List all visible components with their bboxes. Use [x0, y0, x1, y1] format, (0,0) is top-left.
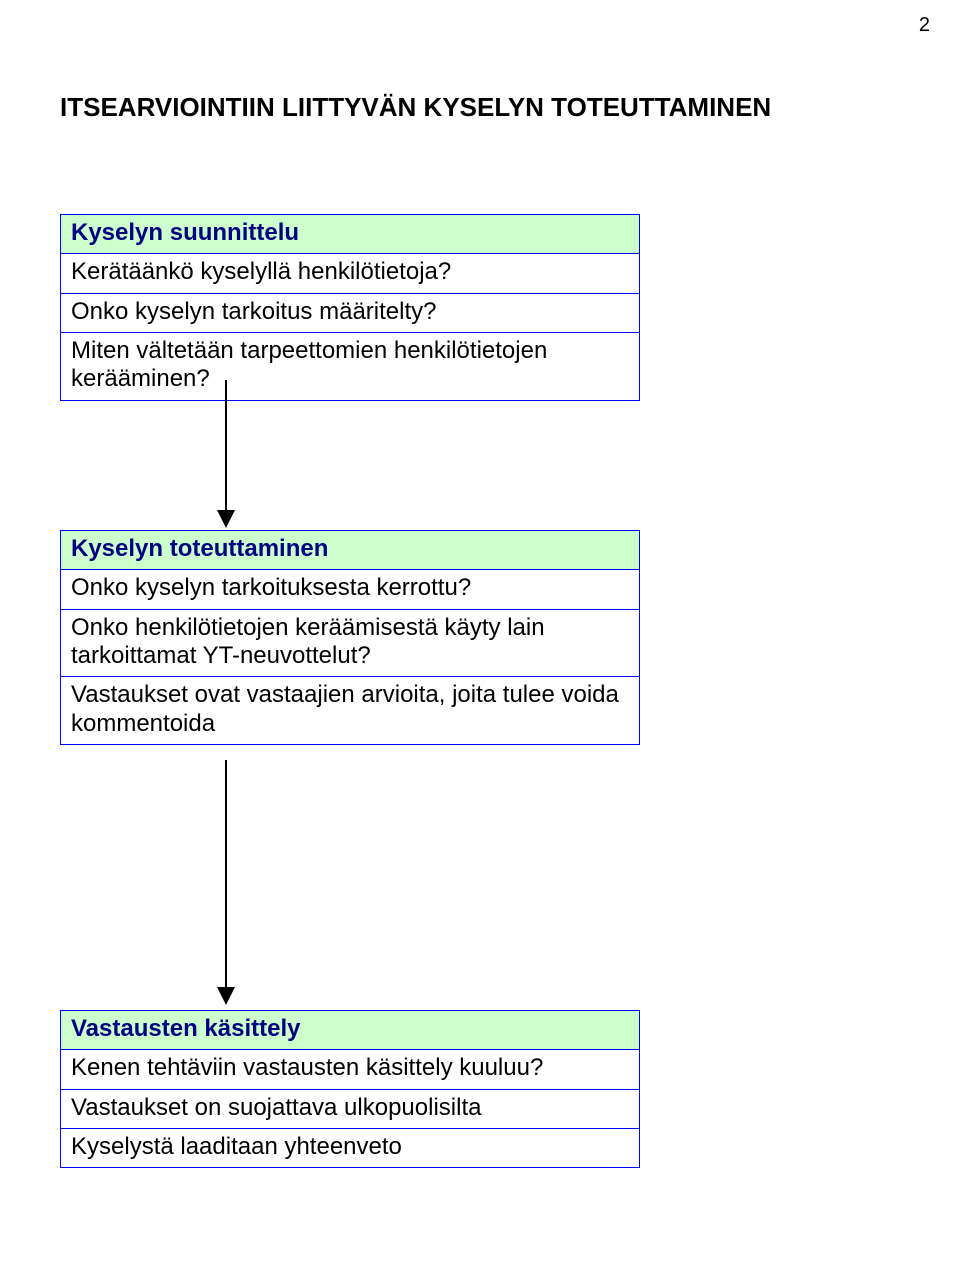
flow-box-row: Miten vältetään tarpeettomien henkilötie… — [61, 332, 639, 400]
flow-box-row: Onko kyselyn tarkoituksesta kerrottu? — [61, 569, 639, 608]
flow-box-row: Vastaukset on suojattava ulkopuolisilta — [61, 1089, 639, 1128]
page: 2 ITSEARVIOINTIIN LIITTYVÄN KYSELYN TOTE… — [0, 0, 960, 1265]
flow-box-header: Kyselyn suunnittelu — [61, 215, 639, 253]
flow-box-row: Kyselystä laaditaan yhteenveto — [61, 1128, 639, 1167]
flow-box-implementation: Kyselyn toteuttaminen Onko kyselyn tarko… — [60, 530, 640, 745]
flow-box-header: Kyselyn toteuttaminen — [61, 531, 639, 569]
arrow-down-icon — [225, 380, 227, 526]
flow-box-row: Onko henkilötietojen keräämisestä käyty … — [61, 609, 639, 677]
flow-box-design: Kyselyn suunnittelu Kerätäänkö kyselyllä… — [60, 214, 640, 401]
arrow-down-icon — [225, 760, 227, 1003]
flow-box-row: Kenen tehtäviin vastausten käsittely kuu… — [61, 1049, 639, 1088]
page-title: ITSEARVIOINTIIN LIITTYVÄN KYSELYN TOTEUT… — [60, 92, 771, 123]
flow-box-header: Vastausten käsittely — [61, 1011, 639, 1049]
flow-box-row: Vastaukset ovat vastaajien arvioita, joi… — [61, 676, 639, 744]
flow-box-row: Onko kyselyn tarkoitus määritelty? — [61, 293, 639, 332]
flow-box-row: Kerätäänkö kyselyllä henkilötietoja? — [61, 253, 639, 292]
flow-box-processing: Vastausten käsittely Kenen tehtäviin vas… — [60, 1010, 640, 1168]
page-number: 2 — [919, 14, 930, 37]
